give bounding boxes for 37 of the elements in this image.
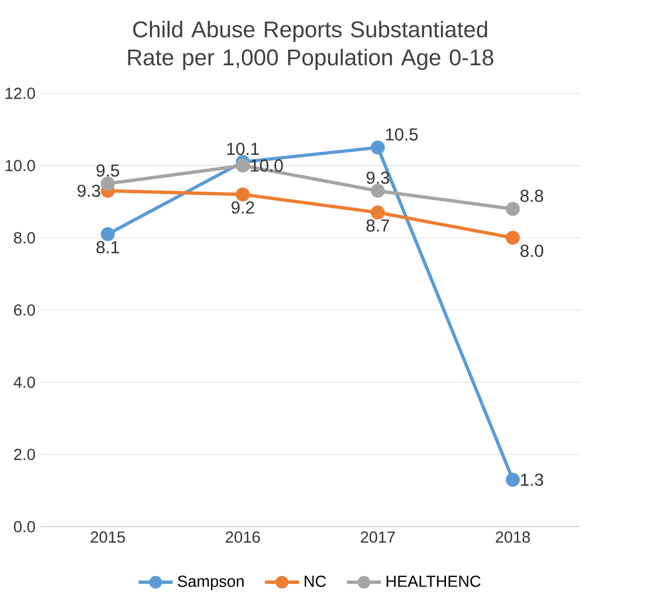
point bbox=[370, 140, 385, 154]
data-label: 9.2 bbox=[232, 201, 254, 214]
data-label: 1.3 bbox=[521, 473, 544, 486]
data-label: 8.1 bbox=[96, 240, 120, 254]
point bbox=[236, 158, 250, 172]
x-tick-label: 2017 bbox=[360, 531, 395, 543]
data-label: 10.5 bbox=[386, 128, 418, 140]
data-label: 9.3 bbox=[78, 184, 100, 197]
y-tick-label: 6.0 bbox=[14, 304, 35, 316]
point bbox=[236, 187, 250, 202]
point bbox=[100, 226, 115, 242]
chart-title: Child Abuse Reports Substantiated Rate per 1,000 Population Age 0-18 bbox=[128, 20, 494, 70]
legend-label: HEALTHENC bbox=[386, 575, 480, 587]
y-tick-label: 2.0 bbox=[14, 448, 35, 460]
x-tick-label: 2015 bbox=[90, 531, 125, 543]
point bbox=[370, 205, 385, 220]
y-tick-label: 12.0 bbox=[6, 88, 35, 99]
point bbox=[100, 176, 115, 190]
y-tick-label: 10.0 bbox=[6, 160, 35, 172]
point bbox=[506, 472, 520, 487]
data-label: 9.5 bbox=[96, 164, 120, 177]
y-tick-label: 4.0 bbox=[14, 376, 35, 388]
x-tick-label: 2018 bbox=[496, 531, 530, 543]
data-label: 10.0 bbox=[251, 159, 283, 172]
point bbox=[506, 202, 520, 216]
data-label: 8.7 bbox=[366, 219, 389, 232]
legend-label: Sampson bbox=[178, 575, 244, 590]
data-label: 10.1 bbox=[227, 142, 259, 155]
x-tick-label: 2016 bbox=[226, 531, 260, 543]
data-label: 9.3 bbox=[366, 171, 390, 184]
point bbox=[506, 230, 520, 245]
y-tick-label: 0.0 bbox=[14, 520, 35, 532]
point bbox=[370, 184, 385, 198]
data-label: 8.8 bbox=[520, 190, 544, 202]
data-label: 8.0 bbox=[520, 244, 544, 257]
legend-label: NC bbox=[304, 575, 326, 587]
y-tick-label: 8.0 bbox=[14, 232, 35, 244]
